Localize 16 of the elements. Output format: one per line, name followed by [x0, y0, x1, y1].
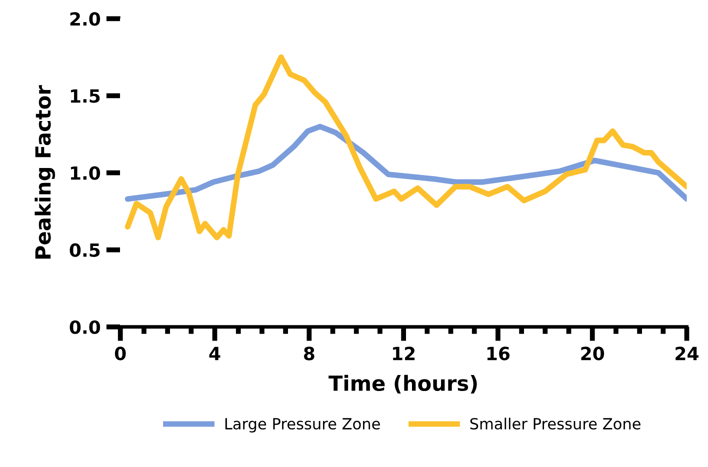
x-tick-label: 12 — [393, 346, 415, 360]
x-tick-label: 20 — [581, 346, 604, 360]
x-tick-label: 24 — [676, 346, 698, 360]
y-tick-label: 1.0 — [70, 166, 100, 180]
y-tick-label: 2.0 — [70, 12, 100, 26]
y-tick-label: 0.5 — [70, 243, 100, 257]
y-tick-label: 1.5 — [70, 89, 100, 103]
legend-label: Large Pressure Zone — [225, 418, 380, 432]
x-tick-label: 4 — [209, 346, 220, 360]
x-tick-label: 8 — [304, 346, 314, 360]
y-tick-label: 0.0 — [70, 320, 100, 334]
x-axis-title: Time (hours) — [328, 374, 477, 394]
y-axis-title: Peaking Factor — [34, 85, 56, 259]
x-tick-label: 0 — [114, 346, 126, 360]
x-tick-label: 16 — [487, 346, 510, 360]
legend-label: Smaller Pressure Zone — [470, 418, 640, 430]
